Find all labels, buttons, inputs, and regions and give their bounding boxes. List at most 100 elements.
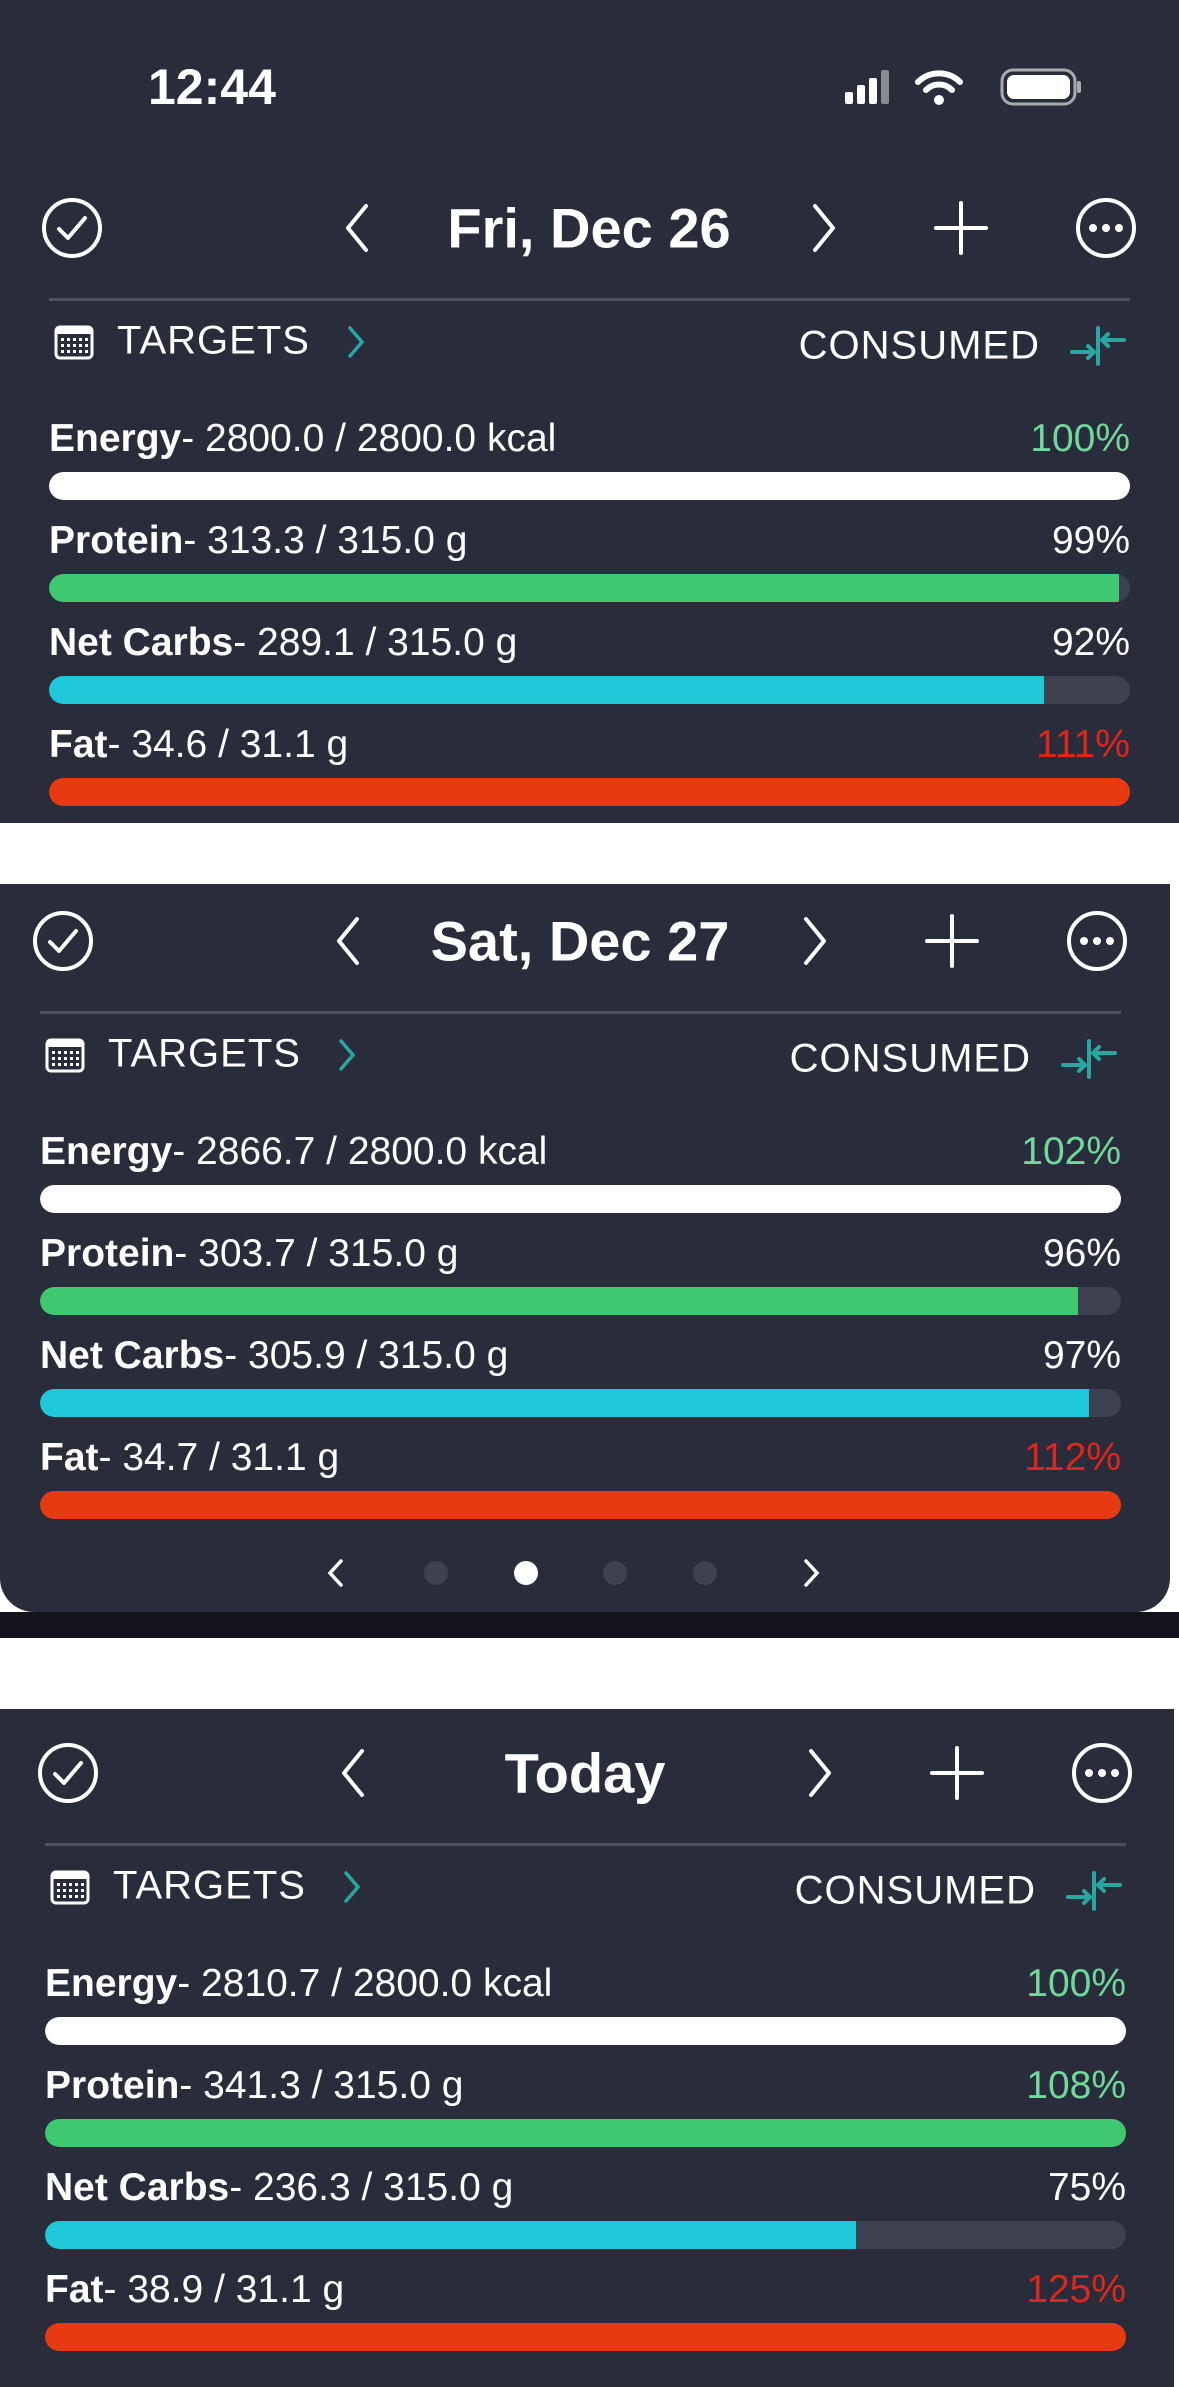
icon-graphic: [342, 1749, 364, 1797]
nutrient-name: Energy: [45, 1962, 178, 2005]
progress-track: [49, 574, 1130, 602]
nutrient-detail: - 313.3 / 315.0 g: [183, 519, 468, 562]
add-button[interactable]: [933, 200, 989, 256]
progress-track: [40, 1185, 1121, 1213]
nutrient-detail: - 34.7 / 31.1 g: [98, 1436, 340, 1479]
icon-graphic: [54, 325, 94, 360]
icon-graphic: [813, 204, 835, 252]
progress-fill: [40, 1185, 1121, 1213]
icon-graphic: [38, 1743, 98, 1803]
consumed-toggle[interactable]: CONSUMED: [789, 1036, 1031, 1081]
more-button[interactable]: [1074, 196, 1138, 260]
nutrient-detail: - 236.3 / 315.0 g: [229, 2166, 514, 2209]
nutrient-detail: - 305.9 / 315.0 g: [224, 1334, 509, 1377]
swap-icon: [1068, 324, 1128, 368]
icon-graphic: [845, 68, 1081, 106]
more-button[interactable]: [1070, 1741, 1134, 1805]
swap-icon: [1059, 1037, 1119, 1081]
progress-track: [45, 2017, 1126, 2045]
pager-prev[interactable]: [324, 1557, 348, 1589]
day-panel: 12:44 Fri, Dec 26 TARGETS CONSUMED Energy- 2…: [0, 0, 1179, 823]
icon-graphic: [1076, 198, 1136, 258]
percent-label: 108%: [1026, 2064, 1126, 2107]
nutrient-name: Fat: [45, 2268, 104, 2311]
divider: [45, 1843, 1126, 1846]
icon-graphic: [33, 911, 93, 971]
nutrient-label: Net Carbs- 289.1 / 315.0 g: [49, 621, 517, 665]
progress-fill: [49, 574, 1120, 602]
nutrient-detail: - 341.3 / 315.0 g: [179, 2064, 464, 2107]
add-button[interactable]: [929, 1745, 985, 1801]
next-day-button[interactable]: [799, 1747, 839, 1799]
nutrient-label: Protein- 303.7 / 315.0 g: [40, 1232, 458, 1276]
next-day-button[interactable]: [803, 202, 843, 254]
icon-graphic: [344, 1871, 361, 1903]
nutrient-name: Fat: [40, 1436, 99, 1479]
progress-track: [49, 778, 1130, 806]
pager-dot[interactable]: [514, 1561, 538, 1585]
progress-fill: [45, 2017, 1126, 2045]
nutrient-name: Energy: [40, 1130, 173, 1173]
progress-fill: [40, 1491, 1121, 1519]
complete-button[interactable]: [36, 1741, 100, 1805]
icon-graphic: [337, 917, 359, 965]
prev-day-button[interactable]: [334, 1747, 374, 1799]
icon-graphic: [925, 914, 979, 968]
progress-fill: [45, 2119, 1126, 2147]
percent-label: 102%: [1021, 1130, 1121, 1173]
progress-track: [45, 2323, 1126, 2351]
divider: [49, 298, 1130, 301]
progress-track: [45, 2119, 1126, 2147]
icon-graphic: [1070, 326, 1126, 366]
next-day-button[interactable]: [794, 915, 834, 967]
nutrient-detail: - 2810.7 / 2800.0 kcal: [177, 1962, 553, 2005]
day-title: Sat, Dec 27: [430, 909, 730, 973]
nutrient-name: Fat: [49, 723, 108, 766]
percent-label: 97%: [1042, 1334, 1121, 1377]
pager-dot[interactable]: [424, 1561, 448, 1585]
nutrient-label: Energy- 2866.7 / 2800.0 kcal: [40, 1130, 547, 1174]
day-title: Fri, Dec 26: [447, 196, 731, 260]
nutrient-name: Net Carbs: [45, 2166, 230, 2209]
complete-button[interactable]: [31, 909, 95, 973]
complete-button[interactable]: [40, 196, 104, 260]
nutrient-name: Net Carbs: [49, 621, 234, 664]
prev-day-button[interactable]: [329, 915, 369, 967]
icon-graphic: [809, 1749, 831, 1797]
progress-fill: [49, 778, 1130, 806]
pager-next[interactable]: [799, 1557, 823, 1589]
nutrient-name: Protein: [49, 519, 184, 562]
nutrient-label: Protein- 313.3 / 315.0 g: [49, 519, 467, 563]
status-icons: [840, 66, 1085, 108]
icon-graphic: [930, 1746, 984, 1800]
swap-icon: [1064, 1869, 1124, 1913]
nutrient-label: Energy- 2800.0 / 2800.0 kcal: [49, 417, 556, 461]
pager-dot[interactable]: [603, 1561, 627, 1585]
icon-graphic: [42, 198, 102, 258]
targets-link[interactable]: TARGETS: [108, 1031, 301, 1076]
progress-fill: [45, 2323, 1126, 2351]
nutrient-detail: - 2866.7 / 2800.0 kcal: [172, 1130, 548, 1173]
nutrient-label: Fat- 34.7 / 31.1 g: [40, 1436, 339, 1480]
consumed-toggle[interactable]: CONSUMED: [794, 1868, 1036, 1913]
targets-link[interactable]: TARGETS: [117, 318, 310, 363]
percent-label: 100%: [1030, 417, 1130, 460]
progress-track: [40, 1287, 1121, 1315]
pager-dot[interactable]: [693, 1561, 717, 1585]
prev-day-button[interactable]: [338, 202, 378, 254]
consumed-toggle[interactable]: CONSUMED: [798, 323, 1040, 368]
icon-graphic: [327, 1559, 343, 1587]
icon-graphic: [1072, 1743, 1132, 1803]
more-button[interactable]: [1065, 909, 1129, 973]
nutrient-detail: - 34.6 / 31.1 g: [107, 723, 349, 766]
progress-fill: [45, 2221, 856, 2249]
icon-graphic: [346, 204, 368, 252]
percent-label: 112%: [1024, 1436, 1121, 1479]
add-button[interactable]: [924, 913, 980, 969]
percent-label: 111%: [1036, 723, 1130, 766]
icon-graphic: [45, 1038, 85, 1073]
progress-fill: [49, 472, 1130, 500]
targets-link[interactable]: TARGETS: [113, 1863, 306, 1908]
day-panel: Sat, Dec 27 TARGETS CONSUMED Energy- 2866.7…: [0, 884, 1170, 1612]
